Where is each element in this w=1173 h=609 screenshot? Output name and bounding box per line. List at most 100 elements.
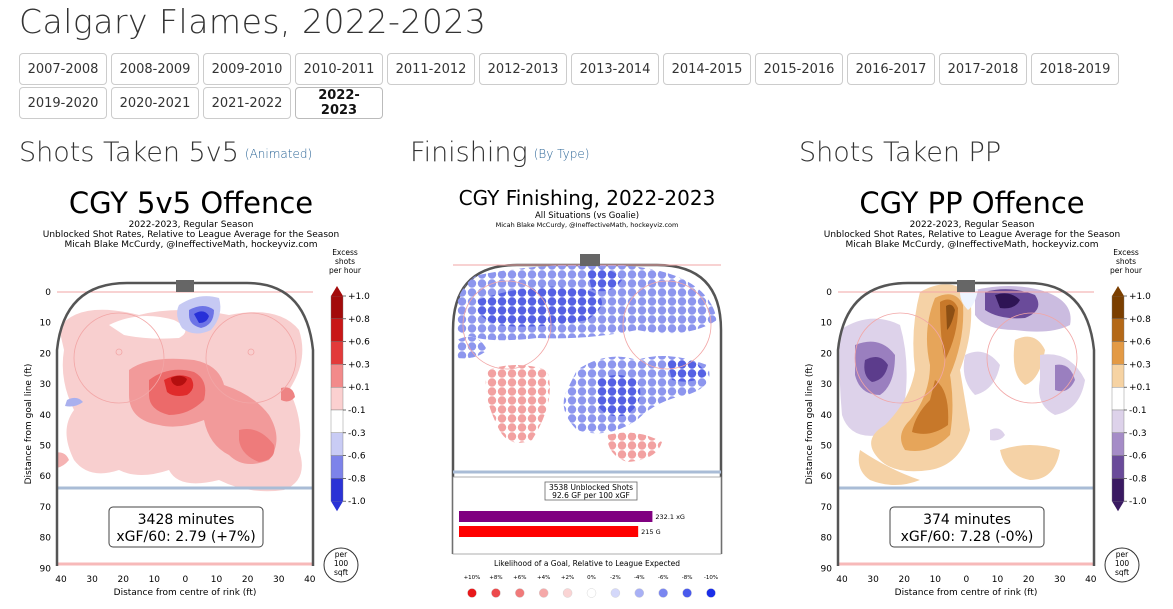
animated-link[interactable]: (Animated): [244, 146, 313, 161]
x-axis-label: Distance from centre of rink (ft): [114, 588, 257, 598]
bar-label: 215 G: [641, 528, 661, 536]
colorbar-segment: [330, 364, 344, 388]
y-tick-label: 0: [45, 288, 51, 298]
goal-net: [580, 254, 600, 266]
x-tick-label: 40: [55, 575, 67, 585]
chart-subtitle: 2022-2023, Regular Season: [910, 220, 1035, 230]
season-button-2022-2023[interactable]: 2022-2023: [295, 87, 383, 119]
shots-count: 3538 Unblocked Shots: [549, 483, 633, 492]
x-tick-label: 40: [1085, 575, 1097, 585]
season-button-2007-2008[interactable]: 2007-2008: [19, 53, 107, 85]
unit-badge-text: 100: [1115, 559, 1130, 568]
season-button-2009-2010[interactable]: 2009-2010: [203, 53, 291, 85]
unit-badge-text: per: [335, 550, 348, 559]
colorbar-tick: +0.3: [1129, 360, 1151, 370]
legend-tick: -2%: [610, 575, 621, 581]
season-button-2017-2018[interactable]: 2017-2018: [939, 53, 1027, 85]
season-button-2012-2013[interactable]: 2012-2013: [479, 53, 567, 85]
chart-subtitle: Unblocked Shot Rates, Relative to League…: [824, 230, 1120, 240]
season-button-2008-2009[interactable]: 2008-2009: [111, 53, 199, 85]
y-tick-label: 90: [40, 564, 52, 574]
colorbar-segment: [1111, 409, 1125, 433]
colorbar-tick: -0.6: [1129, 452, 1147, 462]
chart-subtitle: All Situations (vs Goalie): [535, 211, 639, 221]
season-button-2010-2011[interactable]: 2010-2011: [295, 53, 383, 85]
section-finishing: Finishing (By Type): [410, 137, 589, 168]
legend-swatch: [491, 588, 501, 598]
colorbar-title: per hour: [1110, 266, 1143, 275]
colorbar-arrow-up: [1112, 286, 1124, 296]
chart-subtitle: 2022-2023, Regular Season: [129, 220, 254, 230]
colorbar-tick: +0.6: [348, 338, 370, 348]
legend-swatch: [706, 588, 716, 598]
colorbar-title: per hour: [329, 266, 362, 275]
page-title: Calgary Flames, 2022-2023: [19, 2, 487, 41]
gf-per-xgf: 92.6 GF per 100 xGF: [552, 491, 630, 500]
y-tick-label: 30: [40, 380, 52, 390]
chart-pp-offence: CGY PP Offence 2022-2023, Regular Season…: [805, 186, 1151, 598]
x-tick-label: 30: [86, 575, 98, 585]
legend-tick: +10%: [464, 575, 481, 581]
colorbar-segment: [1111, 318, 1125, 342]
legend-tick: -4%: [634, 575, 645, 581]
colorbar-segment: [1111, 455, 1125, 479]
legend-swatch: [562, 588, 573, 598]
y-tick-label: 20: [40, 349, 52, 359]
colorbar-segment: [1111, 295, 1125, 319]
season-button-2019-2020[interactable]: 2019-2020: [19, 87, 107, 119]
chart-credit: Micah Blake McCurdy, @IneffectiveMath, h…: [64, 240, 317, 250]
colorbar-segment: [330, 386, 344, 411]
x-tick-label: 0: [183, 575, 189, 585]
y-tick-label: 50: [40, 442, 52, 452]
season-button-2015-2016[interactable]: 2015-2016: [755, 53, 843, 85]
colorbar-title: Excess: [332, 248, 358, 257]
unit-badge-text: sqft: [1115, 568, 1129, 577]
unit-badge: [1104, 547, 1140, 583]
legend-tick: +8%: [489, 575, 502, 581]
colorbar-arrow-up: [331, 286, 343, 296]
season-button-2011-2012[interactable]: 2011-2012: [387, 53, 475, 85]
legend-swatch: [586, 588, 597, 598]
x-tick-label: 40: [304, 575, 316, 585]
colorbar-title: shots: [335, 257, 355, 266]
y-tick-label: 10: [821, 319, 833, 329]
x-tick-label: 20: [242, 575, 254, 585]
goal-net: [176, 280, 194, 292]
colorbar-tick: +0.6: [1129, 338, 1151, 348]
unit-badge-text: per: [1116, 550, 1129, 559]
season-button-2014-2015[interactable]: 2014-2015: [663, 53, 751, 85]
season-button-2013-2014[interactable]: 2013-2014: [571, 53, 659, 85]
season-button-2018-2019[interactable]: 2018-2019: [1031, 53, 1119, 85]
legend-swatch: [682, 588, 692, 598]
colorbar-segment: [1111, 341, 1125, 365]
chart-finishing: CGY Finishing, 2022-2023 All Situations …: [451, 186, 723, 598]
legend-tick: -8%: [682, 575, 693, 581]
season-button-2021-2022[interactable]: 2021-2022: [203, 87, 291, 119]
legend-swatch: [467, 588, 477, 598]
y-tick-label: 60: [40, 472, 52, 482]
bar-goals: [459, 526, 639, 537]
colorbar-segment: [330, 341, 344, 365]
colorbar-tick: -0.3: [348, 429, 366, 439]
legend-swatch: [658, 588, 668, 598]
colorbar-title: Excess: [1113, 248, 1139, 257]
colorbar-tick: +0.3: [348, 360, 370, 370]
season-button-2016-2017[interactable]: 2016-2017: [847, 53, 935, 85]
colorbar-tick: +1.0: [1129, 292, 1151, 302]
season-button-2020-2021[interactable]: 2020-2021: [111, 87, 199, 119]
colorbar-tick: -0.8: [348, 474, 366, 484]
colorbar-segment: [330, 295, 344, 319]
chart-5v5-offence: CGY 5v5 Offence 2022-2023, Regular Seaso…: [24, 186, 370, 598]
chart-credit: Micah Blake McCurdy, @IneffectiveMath, h…: [845, 240, 1098, 250]
summary-minutes: 374 minutes: [923, 512, 1011, 528]
by-type-link[interactable]: (By Type): [533, 146, 590, 161]
chart-title: CGY 5v5 Offence: [69, 186, 313, 220]
y-tick-label: 30: [821, 380, 833, 390]
y-tick-label: 20: [821, 349, 833, 359]
colorbar-tick: +0.1: [348, 383, 370, 393]
colorbar-tick: +0.1: [1129, 383, 1151, 393]
y-tick-label: 70: [821, 503, 833, 513]
section-title: Finishing: [410, 137, 528, 168]
colorbar-segment: [330, 432, 344, 456]
